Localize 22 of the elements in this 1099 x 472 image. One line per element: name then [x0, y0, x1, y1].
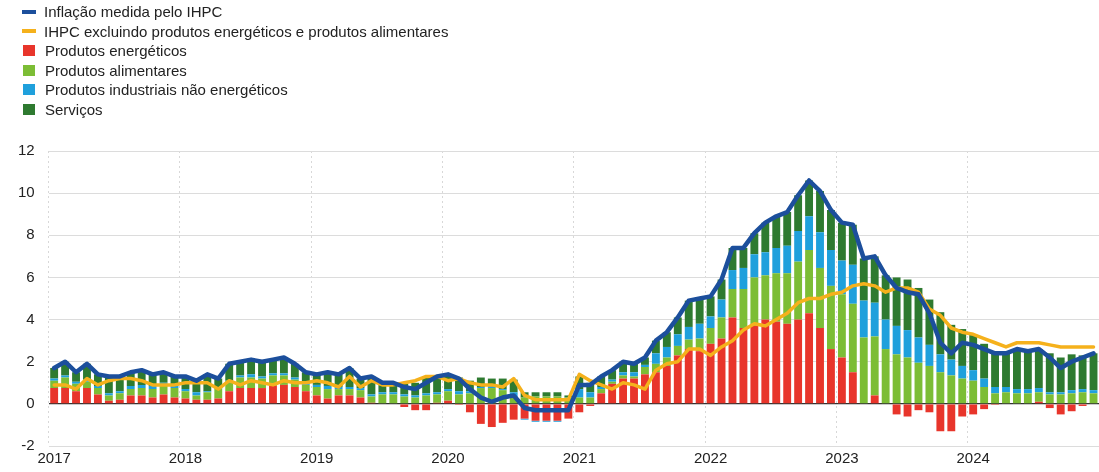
x-tick-label: 2019 — [300, 449, 334, 467]
y-tick-label: 10 — [18, 183, 35, 201]
legend-label: Produtos energéticos — [45, 41, 187, 61]
x-tick-label: 2020 — [431, 449, 465, 467]
legend-label: Produtos alimentares — [45, 60, 187, 80]
legend-label: Produtos industriais não energéticos — [45, 80, 288, 100]
y-tick-label: 0 — [26, 394, 35, 411]
x-tick-label: 2017 — [37, 449, 71, 467]
y-tick-label: 8 — [26, 225, 35, 243]
x-tick-label: 2024 — [956, 449, 990, 467]
y-tick-label: 12 — [18, 141, 35, 159]
legend-label: Inflação medida pelo IHPC — [44, 2, 223, 22]
x-tick-label: 2018 — [168, 449, 203, 467]
legend-label: Serviços — [45, 99, 103, 119]
y-tick-label: 2 — [26, 351, 35, 369]
y-tick-label: 6 — [26, 267, 35, 285]
y-tick-label: -2 — [21, 436, 35, 454]
legend-label: IHPC excluindo produtos energéticos e produtos alimentares — [44, 21, 449, 41]
x-tick-label: 2022 — [693, 449, 728, 467]
y-tick-label: 4 — [26, 309, 35, 327]
x-tick-label: 2021 — [562, 449, 596, 467]
x-tick-label: 2023 — [825, 449, 859, 467]
